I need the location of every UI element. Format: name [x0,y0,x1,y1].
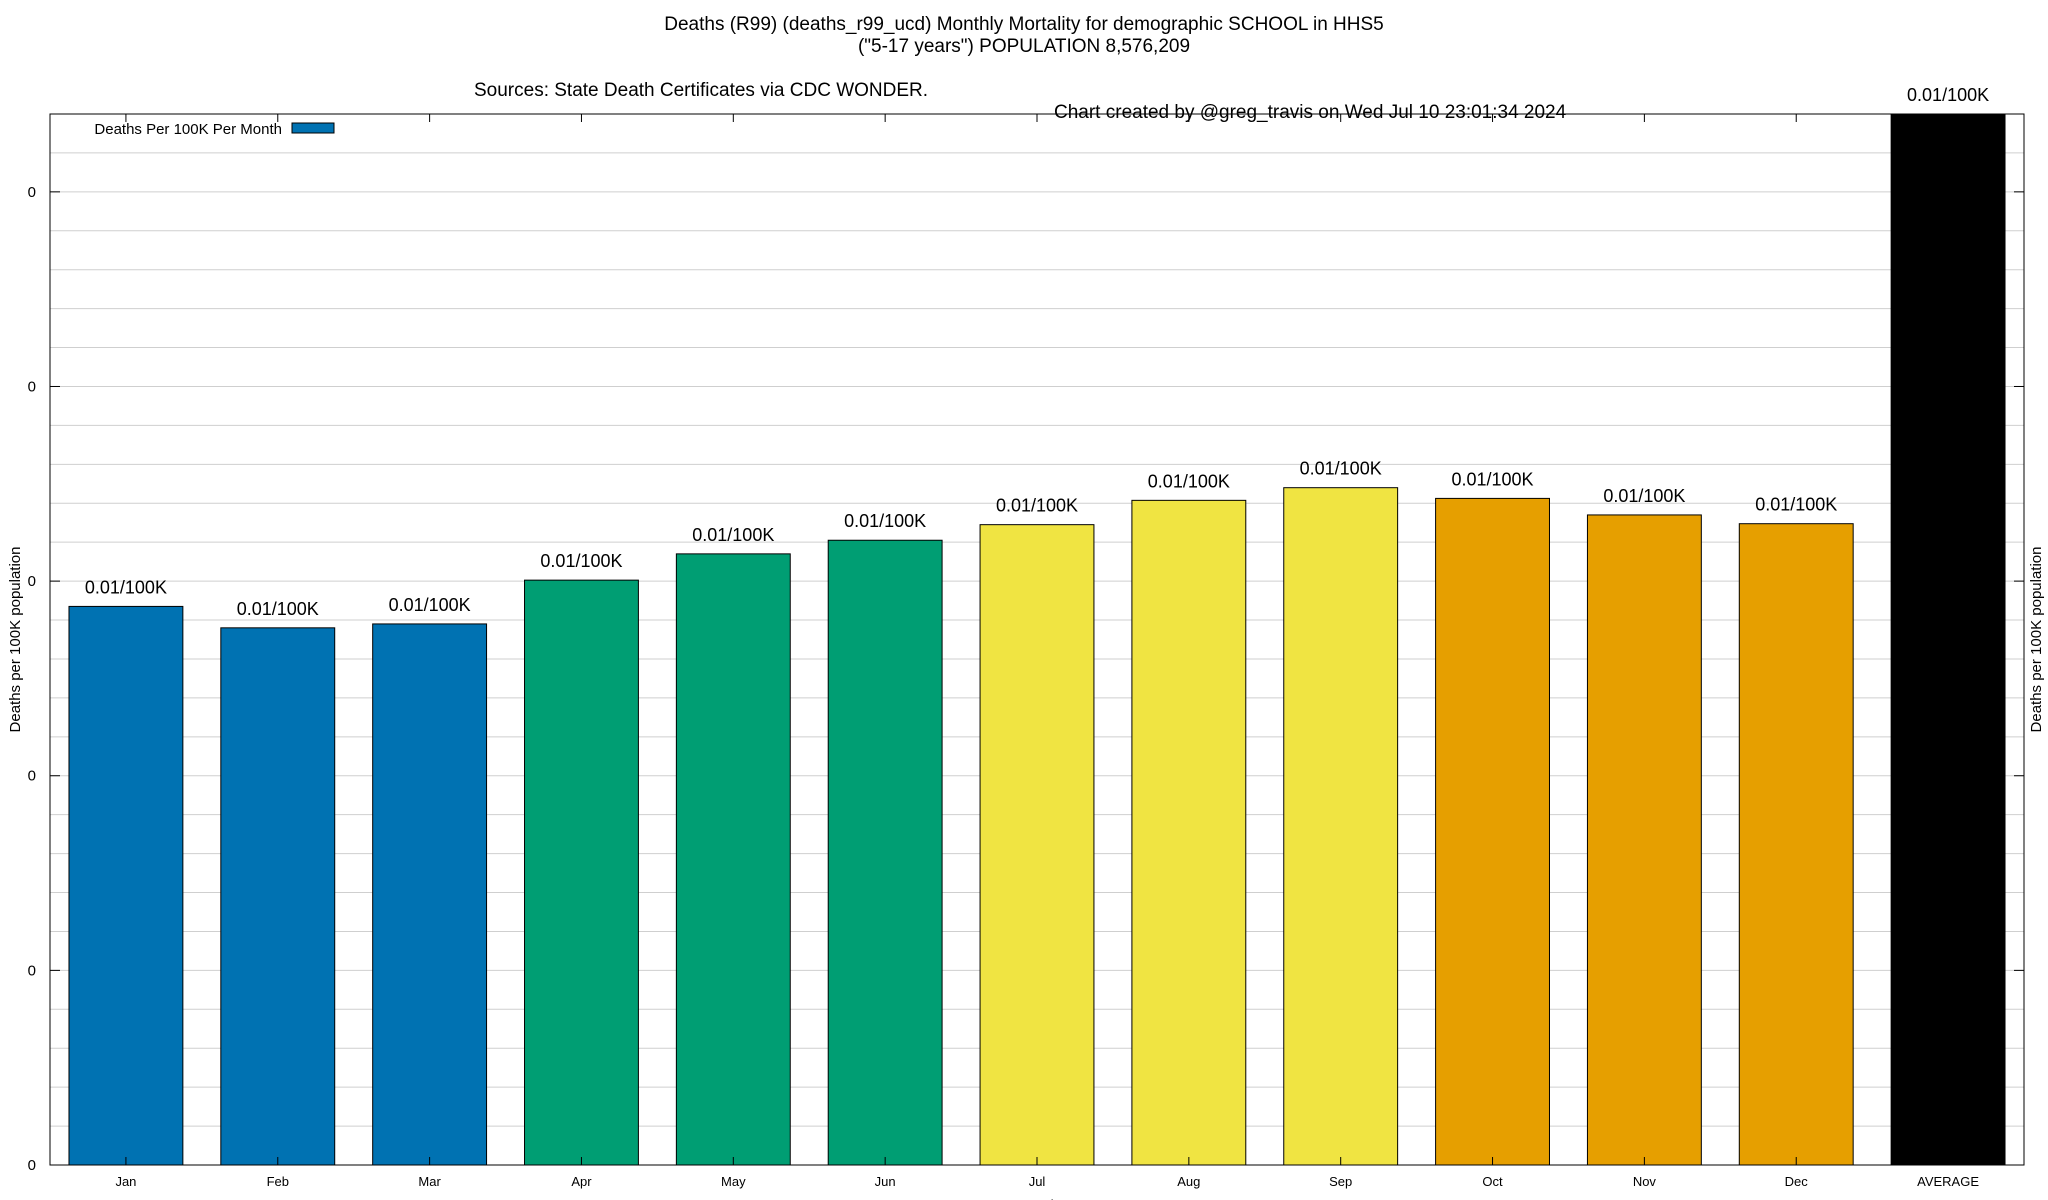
bar-average [1890,113,2006,1166]
bar-nov [1586,514,1702,1166]
y-tick-label: 0 [28,1157,36,1174]
plot-frame [49,113,2025,1166]
data-label: 0.01/100K [1755,495,1837,515]
x-tick-label: Apr [571,1174,592,1189]
x-tick-label: Nov [1633,1174,1657,1189]
data-label: 0.01/100K [844,511,926,531]
data-label: 0.01/100K [540,551,622,571]
credit-text: Chart created by @greg_travis on Wed Jul… [1054,102,1567,123]
data-label: 0.01/100K [85,577,167,597]
legend-swatch [291,122,335,134]
bar-jan [68,605,184,1166]
x-tick-label: Sep [1329,1174,1352,1189]
bar-aug [1131,499,1247,1166]
y-tick-label: 0 [28,573,36,590]
chart-title: Deaths (R99) (deaths_r99_ucd) Monthly Mo… [0,14,2048,123]
data-label: 0.01/100K [237,599,319,619]
x-tick-label: May [721,1174,746,1189]
data-label: 0.01/100K [1603,486,1685,506]
x-tick-label: Aug [1177,1174,1200,1189]
data-label: 0.01/100K [1907,85,1989,105]
data-label: 0.01/100K [692,525,774,545]
data-label: 0.01/100K [996,496,1078,516]
bar-mar [372,623,488,1166]
legend-label: Deaths Per 100K Per Month [94,121,282,138]
sources-text: Sources: State Death Certificates via CD… [474,80,929,101]
x-tick-label: Dec [1785,1174,1809,1189]
y-tick-label: 0 [28,378,36,395]
x-tick-label: Jul [1029,1174,1046,1189]
data-label: 0.01/100K [1451,469,1533,489]
data-label: 0.01/100K [1148,471,1230,491]
bar-sep [1283,487,1399,1166]
bar-jun [827,539,943,1166]
x-tick-label: Oct [1482,1174,1503,1189]
sources-line: Sources: State Death Certificates via CD… [0,58,2048,123]
bar-may [675,553,791,1166]
bar-jul [979,524,1095,1166]
y-tick-label: 0 [28,962,36,979]
x-tick-label: Jan [115,1174,136,1189]
bar-oct [1435,497,1550,1166]
title-line-2: ("5-17 years") POPULATION 8,576,209 [857,36,1191,57]
x-axis-label: Month [1015,1198,1059,1200]
y-tick-label: 0 [28,768,36,785]
title-line-1: Deaths (R99) (deaths_r99_ucd) Monthly Mo… [664,14,1384,35]
bar-apr [524,579,639,1166]
x-tick-label: Jun [875,1174,896,1189]
data-label: 0.01/100K [1300,459,1382,479]
x-tick-label: Feb [267,1174,289,1189]
data-label: 0.01/100K [389,595,471,615]
y-axis-label: Deaths per 100K population [7,547,24,733]
bar-dec [1738,523,1854,1166]
y2-axis-label: Deaths per 100K population [2028,547,2045,733]
x-tick-label: AVERAGE [1917,1174,1979,1189]
x-tick-label: Mar [418,1174,441,1189]
y-tick-label: 0 [28,184,36,201]
bar-feb [220,627,336,1166]
